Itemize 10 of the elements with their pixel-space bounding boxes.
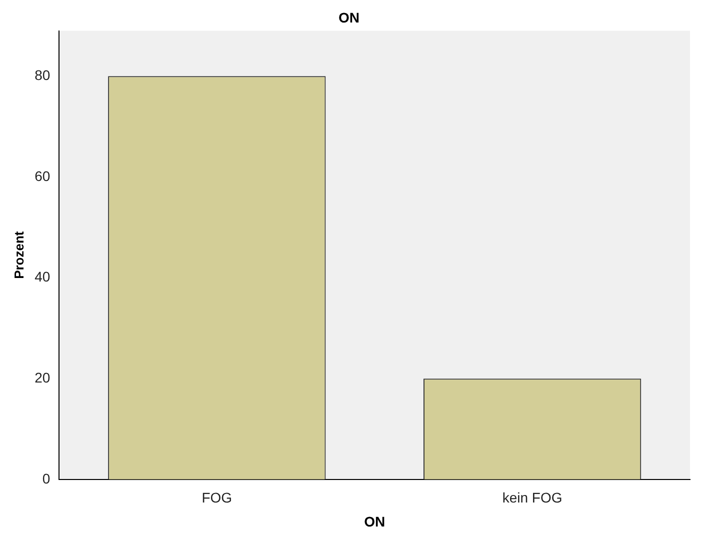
y-tick-label: 60 bbox=[34, 168, 50, 184]
chart-title: ON bbox=[338, 9, 360, 26]
x-tick-label: FOG bbox=[202, 490, 232, 506]
y-tick-label: 40 bbox=[34, 268, 50, 285]
y-tick-label: 20 bbox=[34, 369, 50, 386]
x-tick-label: kein FOG bbox=[502, 490, 562, 506]
y-tick-label: 0 bbox=[42, 470, 50, 486]
y-axis-title: Prozent bbox=[11, 230, 26, 279]
x-axis-title: ON bbox=[364, 513, 386, 530]
y-tick-label: 80 bbox=[34, 67, 50, 84]
